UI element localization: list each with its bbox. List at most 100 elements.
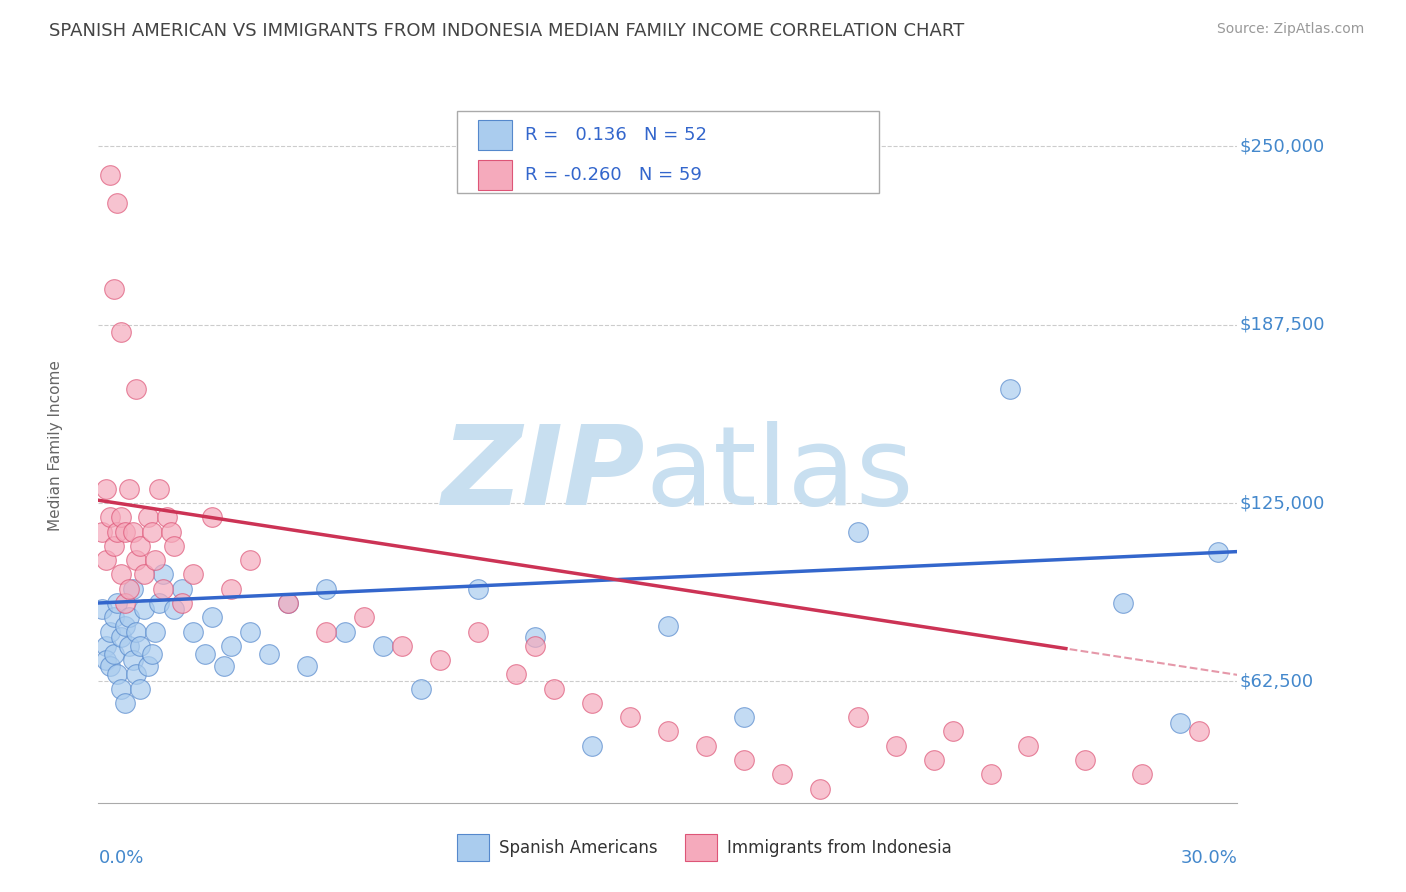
Point (94, 553, 117, 567)
Point (114, 524, 136, 539)
Point (136, 510, 159, 524)
Point (98, 658, 121, 673)
Point (110, 510, 132, 524)
Point (129, 539, 152, 553)
Point (152, 582, 174, 596)
Point (103, 610, 125, 624)
Point (159, 524, 181, 539)
Point (94, 639, 117, 653)
Point (411, 681, 433, 696)
Point (148, 596, 170, 610)
Point (125, 624, 148, 639)
Point (110, 325, 132, 339)
Point (107, 667, 129, 681)
Text: ZIP: ZIP (441, 421, 645, 528)
Point (132, 601, 155, 615)
Point (121, 653, 143, 667)
Point (1132, 767, 1154, 781)
Point (221, 582, 243, 596)
Point (118, 582, 141, 596)
Point (114, 619, 136, 633)
Point (94, 482, 117, 496)
Text: Immigrants from Indonesia: Immigrants from Indonesia (727, 838, 952, 856)
Point (942, 724, 965, 739)
Point (156, 510, 179, 524)
Point (118, 639, 141, 653)
Point (1112, 596, 1135, 610)
Point (98, 168, 121, 182)
Point (110, 681, 132, 696)
Point (170, 596, 193, 610)
Text: SPANISH AMERICAN VS IMMIGRANTS FROM INDONESIA MEDIAN FAMILY INCOME CORRELATION C: SPANISH AMERICAN VS IMMIGRANTS FROM INDO… (49, 22, 965, 40)
Point (277, 596, 299, 610)
Point (581, 739, 603, 753)
Bar (478, 120, 512, 150)
Point (1188, 724, 1211, 739)
Text: $125,000: $125,000 (1240, 494, 1324, 512)
Point (125, 667, 148, 681)
Point (129, 681, 152, 696)
Point (770, 767, 793, 781)
Point (733, 710, 755, 724)
Bar (685, 834, 717, 862)
Point (695, 739, 717, 753)
Point (212, 658, 235, 673)
Point (581, 696, 603, 710)
Point (391, 639, 413, 653)
Point (136, 658, 159, 673)
Point (110, 567, 132, 582)
Point (979, 767, 1001, 781)
Point (145, 624, 167, 639)
Point (277, 596, 299, 610)
Point (1170, 715, 1192, 730)
Point (152, 567, 174, 582)
Point (183, 624, 205, 639)
Point (114, 596, 136, 610)
FancyBboxPatch shape (457, 111, 879, 193)
Point (467, 624, 489, 639)
Point (657, 724, 679, 739)
Point (239, 624, 262, 639)
Point (103, 648, 125, 662)
Bar (478, 160, 512, 190)
Point (121, 524, 143, 539)
Point (998, 382, 1021, 396)
Point (201, 610, 224, 624)
Text: atlas: atlas (645, 421, 914, 528)
Point (163, 601, 186, 615)
Point (107, 524, 129, 539)
Point (297, 658, 319, 673)
Point (107, 196, 129, 211)
Point (1208, 544, 1230, 558)
Point (107, 596, 129, 610)
Point (132, 567, 155, 582)
Text: 30.0%: 30.0% (1181, 849, 1237, 867)
Point (239, 553, 262, 567)
Point (91, 601, 114, 615)
Point (141, 524, 163, 539)
Point (429, 653, 451, 667)
Point (922, 753, 945, 767)
Text: Spanish Americans: Spanish Americans (499, 838, 658, 856)
Point (505, 667, 527, 681)
Point (91, 524, 114, 539)
Point (467, 582, 489, 596)
Point (335, 624, 357, 639)
Point (145, 553, 167, 567)
Point (141, 648, 163, 662)
Point (121, 582, 143, 596)
Point (98, 624, 121, 639)
Point (657, 619, 679, 633)
Point (125, 382, 148, 396)
Point (221, 639, 243, 653)
Point (733, 753, 755, 767)
Point (183, 567, 205, 582)
Point (846, 710, 869, 724)
Bar (457, 834, 489, 862)
Point (103, 282, 125, 296)
Point (259, 648, 281, 662)
Point (1074, 753, 1097, 767)
Text: $62,500: $62,500 (1240, 673, 1313, 690)
Text: 0.0%: 0.0% (98, 849, 143, 867)
Point (371, 639, 394, 653)
